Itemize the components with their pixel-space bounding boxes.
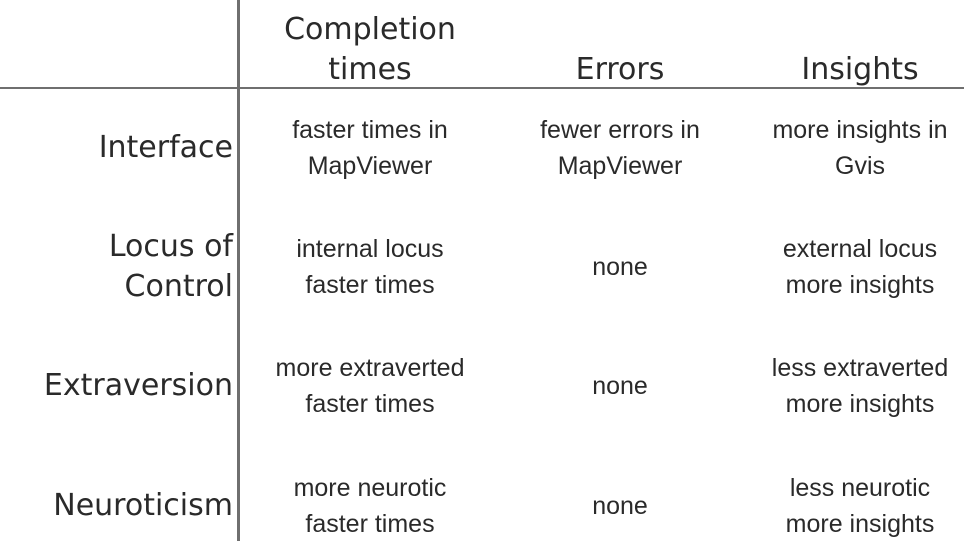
row-label-interface: Interface — [98, 130, 233, 165]
header-divider — [0, 87, 964, 89]
cell-extraversion-completion: more extraverted faster times — [275, 354, 465, 418]
cell-neuroticism-insights: less neurotic more insights — [785, 474, 935, 538]
row-label-locus-of-control: Locus of Control — [108, 229, 233, 304]
cell-locus-insights: external locus more insights — [782, 235, 938, 299]
cell-neuroticism-completion: more neurotic faster times — [293, 474, 447, 538]
cell-extraversion-insights: less extraverted more insights — [771, 354, 949, 418]
cell-interface-insights: more insights in Gvis — [772, 116, 948, 180]
cell-interface-completion: faster times in MapViewer — [292, 116, 448, 180]
row-label-neuroticism: Neuroticism — [53, 488, 233, 523]
row-label-extraversion: Extraversion — [43, 368, 233, 403]
cell-locus-errors: none — [592, 253, 648, 281]
header-errors: Errors — [575, 52, 665, 87]
header-insights: Insights — [801, 52, 919, 87]
cell-locus-completion: internal locus faster times — [296, 235, 444, 299]
row-label-divider — [237, 0, 240, 541]
cell-interface-errors: fewer errors in MapViewer — [540, 116, 700, 180]
cell-neuroticism-errors: none — [592, 492, 648, 520]
header-completion-times: Completion times — [284, 12, 456, 87]
cell-extraversion-errors: none — [592, 372, 648, 400]
